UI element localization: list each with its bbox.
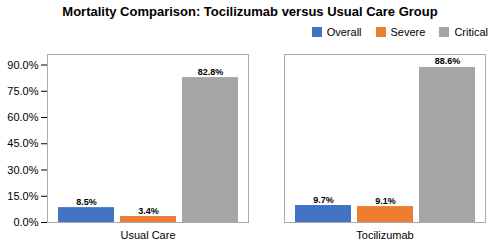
html-text:Critical: Critical <box>454 26 488 38</box>
svg-text:15.0%: 15.0% <box>7 190 38 202</box>
svg-text:30.0%: 30.0% <box>7 164 38 176</box>
html-text:Severe: Severe <box>390 26 426 38</box>
html-text:Mortality Comparison: Tocilizu: Mortality Comparison: Tocilizumab versus… <box>62 4 438 19</box>
svg-text:60.0%: 60.0% <box>7 111 38 123</box>
svg-text:45.0%: 45.0% <box>7 137 38 149</box>
svg-text:Usual Care: Usual Care <box>120 229 175 241</box>
svg-text:88.6%: 88.6% <box>435 56 461 66</box>
svg-text:90.0%: 90.0% <box>7 59 38 71</box>
svg-text:82.8%: 82.8% <box>198 67 224 77</box>
svg-text:8.5%: 8.5% <box>76 197 97 207</box>
svg-text:0.0%: 0.0% <box>13 216 38 228</box>
svg-text:3.4%: 3.4% <box>138 206 159 216</box>
svg-text:Tocilizumab: Tocilizumab <box>356 229 413 241</box>
svg-text:75.0%: 75.0% <box>7 85 38 97</box>
svg-text:9.1%: 9.1% <box>375 196 396 206</box>
html-text:Overall: Overall <box>326 26 362 38</box>
svg-text:9.7%: 9.7% <box>313 195 334 205</box>
